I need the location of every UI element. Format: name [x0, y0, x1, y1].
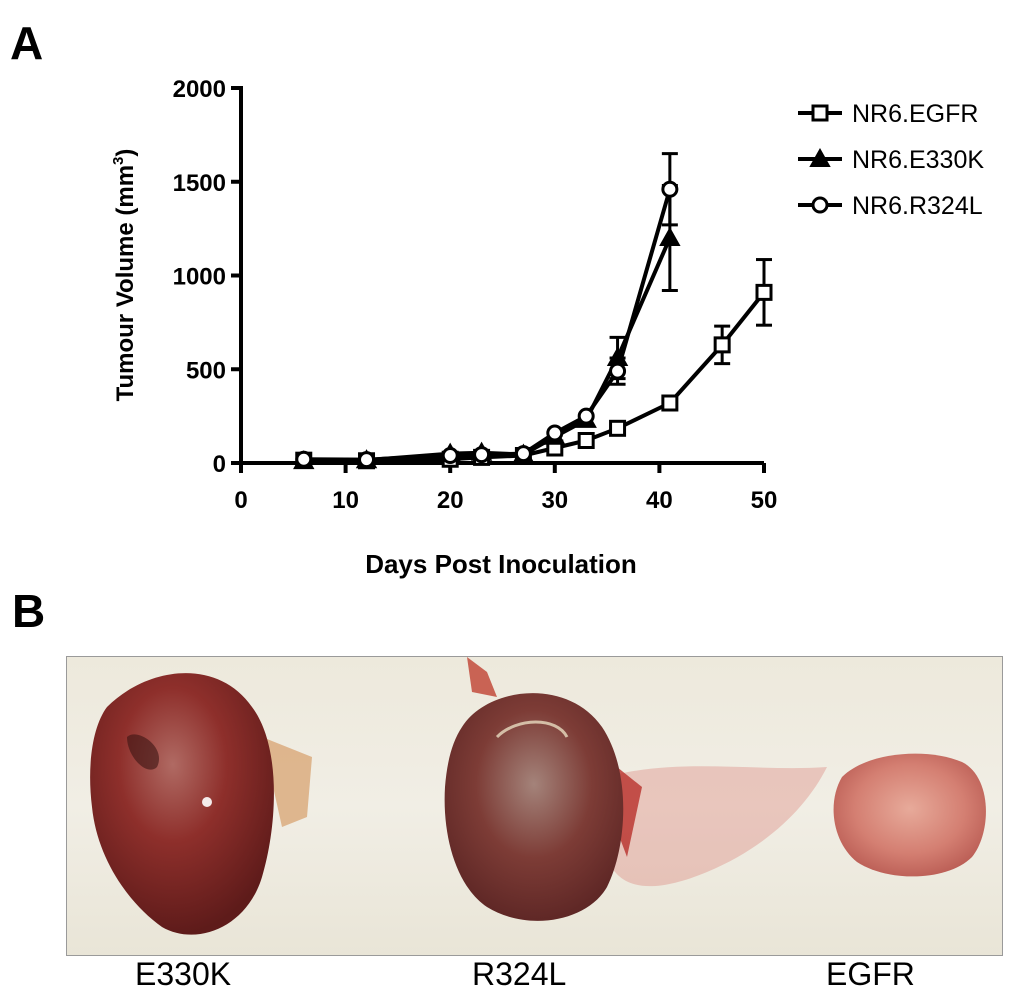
- data-point-circle: [514, 445, 532, 463]
- x-tick-label: 10: [332, 487, 359, 514]
- data-point-circle: [577, 407, 595, 425]
- series-circle: [295, 152, 679, 469]
- panel-b-label: B: [12, 585, 46, 637]
- legend-item: NR6.EGFR: [798, 100, 978, 128]
- y-tick-label: 1500: [173, 170, 226, 197]
- legend-marker-square: [811, 104, 829, 122]
- photo-caption-e330k: E330K: [135, 956, 232, 992]
- tumour-photo-illustration: [90, 657, 986, 935]
- data-point-circle: [609, 362, 627, 380]
- x-axis-title: Days Post Inoculation: [365, 549, 637, 579]
- data-point-square: [577, 432, 595, 449]
- legend-item: NR6.R324L: [798, 192, 983, 220]
- x-tick-label: 30: [541, 487, 568, 514]
- data-point-circle: [358, 451, 376, 469]
- x-tick-label: 50: [751, 487, 778, 514]
- x-tick-label: 40: [646, 487, 673, 514]
- data-point-triangle: [659, 226, 681, 246]
- data-point-circle: [441, 447, 459, 464]
- legend-marker-circle: [811, 196, 829, 214]
- series-line: [303, 188, 672, 462]
- data-point-square: [661, 394, 679, 412]
- y-tick-label: 500: [186, 357, 226, 384]
- y-axis-title-end: ): [112, 149, 139, 157]
- legend-label: NR6.EGFR: [852, 100, 978, 128]
- tumour-photo: [66, 656, 1003, 956]
- legend-item: NR6.E330K: [798, 146, 984, 174]
- data-point-circle: [473, 446, 491, 464]
- data-point-circle: [546, 424, 564, 442]
- tumour-egfr: [833, 753, 986, 877]
- y-axis-title-sup: 3: [110, 157, 127, 165]
- data-point-circle: [295, 450, 313, 468]
- tumour-e330k: [90, 673, 274, 935]
- photo-caption-egfr: EGFR: [826, 956, 915, 992]
- x-tick-label: 0: [234, 487, 247, 514]
- data-point-circle: [661, 180, 679, 198]
- tumour-r324l: [444, 693, 624, 921]
- panel-a-label: A: [10, 17, 44, 69]
- series-square: [295, 258, 773, 470]
- y-axis-title-main: Tumour Volume (mm: [112, 165, 139, 401]
- photo-caption-r324l: R324L: [472, 956, 567, 992]
- data-point-square: [755, 283, 773, 301]
- legend-label: NR6.R324L: [852, 192, 983, 220]
- data-point-square: [713, 336, 731, 354]
- y-tick-label: 0: [213, 451, 226, 478]
- y-axis-title: Tumour Volume (mm3): [110, 149, 139, 402]
- legend-marker-triangle: [809, 147, 831, 167]
- chart-legend: NR6.EGFR NR6.E330K NR6.R324L: [798, 100, 984, 220]
- data-point-square: [609, 419, 627, 437]
- y-tick-label: 1000: [173, 264, 226, 291]
- x-tick-label: 20: [437, 487, 464, 514]
- y-tick-label: 2000: [173, 76, 226, 103]
- legend-label: NR6.E330K: [852, 146, 984, 174]
- chart-series: [293, 152, 773, 470]
- series-line: [303, 291, 766, 463]
